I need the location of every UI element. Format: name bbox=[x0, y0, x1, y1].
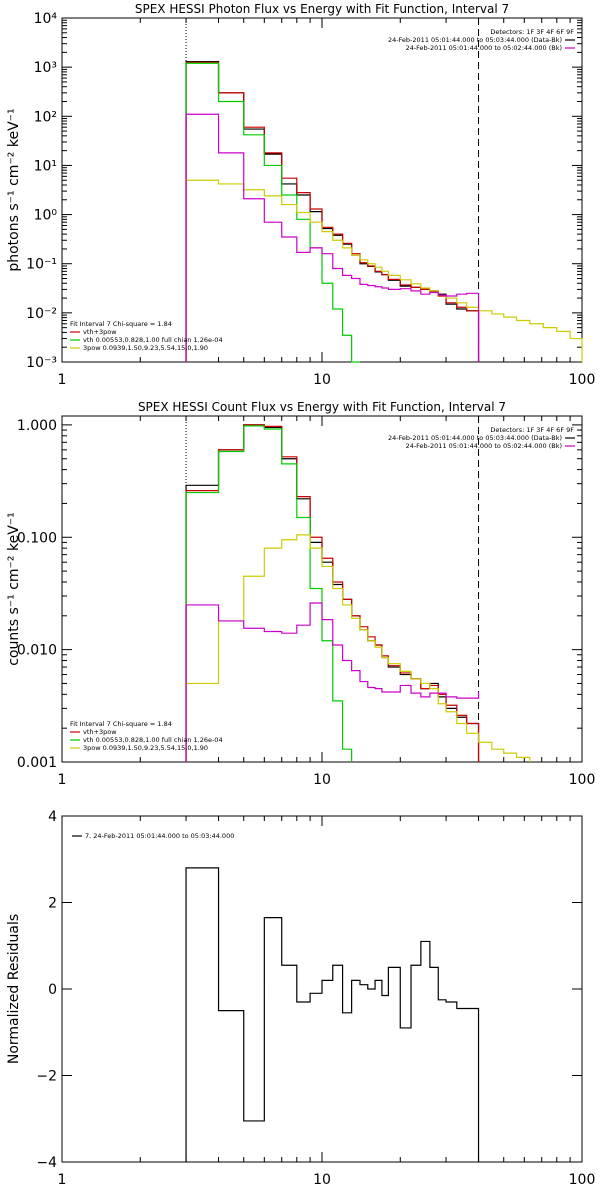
x-tick-label-2: 1 bbox=[58, 1172, 67, 1188]
y-tick-label-2: 4 bbox=[48, 809, 57, 825]
legend-bottom-entry-1: 3pow 0.0939,1.50,9.23,5.54,15.0,1.90 bbox=[83, 744, 208, 752]
legend-bottom-header-0: Fit Interval 7 Chi-square = 1.84 bbox=[70, 320, 172, 328]
y-axis-label-2: Normalized Residuals bbox=[6, 914, 22, 1064]
legend-bottom-entry-1: vth+3pow bbox=[83, 728, 117, 736]
y-tick-label-1: 0.010 bbox=[17, 643, 57, 659]
legend-top-entry-1: 24-Feb-2011 05:01:44.000 to 05:02:44.000… bbox=[406, 442, 562, 450]
y-tick-label-0: 10² bbox=[34, 109, 57, 125]
y-tick-label-2: −2 bbox=[36, 1069, 57, 1085]
x-tick-label-2: 10 bbox=[313, 1172, 331, 1188]
plot-frame-0 bbox=[61, 17, 583, 363]
series-line-vth-1 bbox=[185, 425, 353, 762]
series-line-bk-0 bbox=[185, 113, 480, 362]
x-tick-label-1: 100 bbox=[569, 772, 596, 788]
chart-title-0: SPEX HESSI Photon Flux vs Energy with Fi… bbox=[135, 2, 509, 16]
series-line-3pow-0 bbox=[185, 179, 583, 362]
legend-entry-2: 7. 24-Feb-2011 05:01:44.000 to 05:03:44.… bbox=[85, 832, 234, 840]
x-tick-label-1: 1 bbox=[58, 772, 67, 788]
y-tick-label-1: 0.100 bbox=[17, 530, 57, 546]
x-tick-label-0: 100 bbox=[569, 372, 596, 388]
y-tick-label-0: 10⁻¹ bbox=[26, 257, 57, 273]
series-line-vth-3pow-1 bbox=[185, 424, 480, 762]
series-line-7-24-feb-2011-05-01-44-000-to-05-03-44-000-2 bbox=[185, 867, 480, 1162]
series-line-vth-3pow-0 bbox=[185, 61, 480, 362]
series-line-bk-1 bbox=[185, 602, 480, 762]
legend-bottom-entry-0: vth+3pow bbox=[83, 328, 117, 336]
series-line-3pow-1 bbox=[185, 534, 531, 762]
legend-top-entry-0: 24-Feb-2011 05:01:44.000 to 05:02:44.000… bbox=[406, 44, 562, 52]
series-line-data-bk-1 bbox=[185, 424, 480, 762]
x-tick-label-1: 10 bbox=[313, 772, 331, 788]
legend-bottom-entry-0: 3pow 0.0939,1.50,9.23,5.54,15.0,1.90 bbox=[83, 344, 208, 352]
y-tick-label-2: 0 bbox=[48, 982, 57, 998]
y-tick-label-0: 10⁻³ bbox=[26, 355, 57, 371]
chart-title-1: SPEX HESSI Count Flux vs Energy with Fit… bbox=[138, 400, 506, 414]
y-tick-label-2: −4 bbox=[36, 1155, 57, 1171]
y-tick-label-0: 10¹ bbox=[34, 158, 57, 174]
y-tick-label-2: 2 bbox=[48, 896, 57, 912]
y-axis-label-0: photons s⁻¹ cm⁻² keV⁻¹ bbox=[6, 108, 22, 271]
x-tick-label-0: 1 bbox=[58, 372, 67, 388]
y-tick-label-0: 10⁻² bbox=[26, 306, 57, 322]
legend-top-header-1: Detectors: 1F 3F 4F 6F 9F bbox=[490, 426, 574, 434]
series-line-data-bk-0 bbox=[185, 60, 480, 362]
legend-bottom-entry-1: vth 0.00553,0.828,1.00 full chian 1.26e-… bbox=[83, 736, 223, 744]
series-line-vth-0 bbox=[185, 62, 360, 363]
legend-top-entry-0: 24-Feb-2011 05:01:44.000 to 05:03:44.000… bbox=[388, 36, 562, 44]
legend-top-header-0: Detectors: 1F 3F 4F 6F 9F bbox=[490, 28, 574, 36]
y-tick-label-1: 0.001 bbox=[17, 755, 57, 771]
y-tick-label-1: 1.000 bbox=[17, 418, 57, 434]
y-tick-label-0: 10⁰ bbox=[34, 208, 58, 224]
legend-bottom-entry-0: vth 0.00553,0.828,1.00 full chian 1.26e-… bbox=[83, 336, 223, 344]
y-tick-label-0: 10⁴ bbox=[34, 11, 58, 27]
legend-bottom-header-1: Fit Interval 7 Chi-square = 1.84 bbox=[70, 720, 172, 728]
x-tick-label-0: 10 bbox=[313, 372, 331, 388]
x-tick-label-2: 100 bbox=[569, 1172, 596, 1188]
y-tick-label-0: 10³ bbox=[34, 60, 57, 76]
y-axis-label-1: counts s⁻¹ cm⁻² keV⁻¹ bbox=[6, 512, 22, 666]
legend-top-entry-1: 24-Feb-2011 05:01:44.000 to 05:03:44.000… bbox=[388, 434, 562, 442]
